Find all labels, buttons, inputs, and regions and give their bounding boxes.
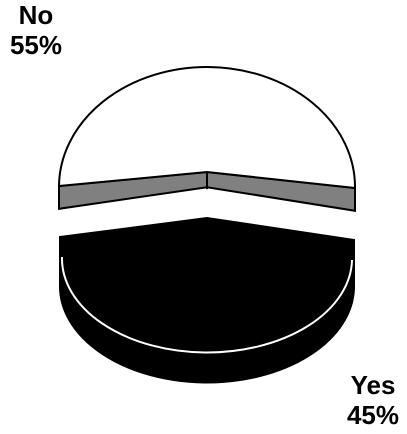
- pie-slice-no: [57, 66, 357, 190]
- slice-percent-yes: 45%: [346, 400, 400, 430]
- slice-category-no: No: [18, 0, 54, 30]
- pie-slice-yes-rim: [60, 256, 353, 354]
- slice-label-no: No 55%: [0, 0, 72, 60]
- slice-category-yes: Yes: [350, 370, 396, 400]
- slice-label-yes: Yes 45%: [340, 370, 406, 430]
- slice-percent-no: 55%: [9, 30, 63, 60]
